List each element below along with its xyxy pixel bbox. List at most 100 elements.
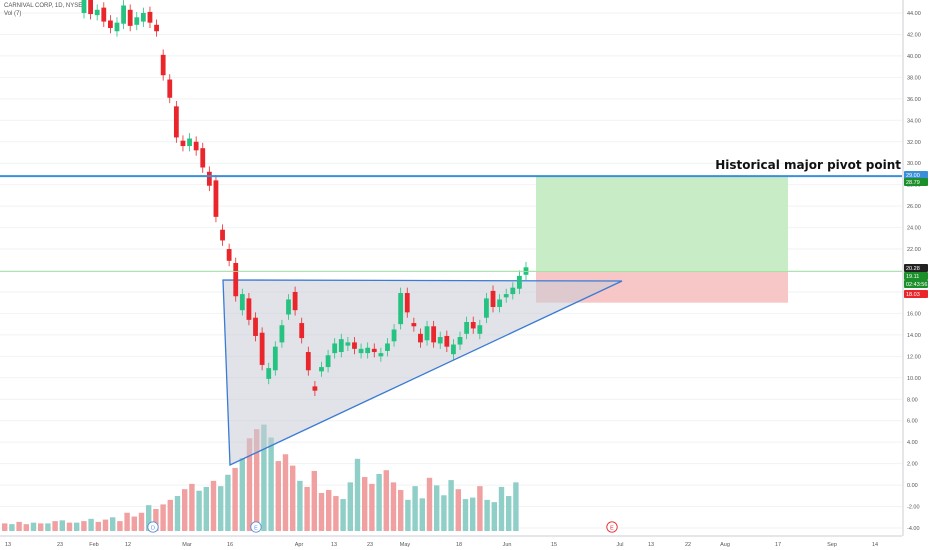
time-tick-label: 23 bbox=[367, 542, 373, 548]
candle-body bbox=[510, 287, 516, 295]
candle-body bbox=[325, 355, 331, 368]
volume-bar bbox=[74, 522, 80, 531]
volume-bar bbox=[484, 499, 490, 531]
time-tick-label: Feb bbox=[89, 542, 98, 548]
candle-body bbox=[279, 325, 285, 343]
volume-bar bbox=[383, 470, 389, 531]
candle-body bbox=[220, 229, 225, 241]
volume-bar bbox=[282, 454, 289, 531]
candle-body bbox=[154, 24, 159, 32]
price-badge-label: 28.79 bbox=[906, 180, 920, 186]
volume-bar bbox=[153, 508, 159, 531]
candle-body bbox=[424, 326, 430, 341]
volume-bar bbox=[16, 521, 22, 531]
time-tick-label: 13 bbox=[648, 542, 654, 548]
candle-body bbox=[81, 0, 87, 13]
volume-bar bbox=[491, 502, 497, 531]
candle-body bbox=[299, 323, 305, 339]
candle-body bbox=[411, 323, 417, 327]
time-tick-label: 15 bbox=[551, 542, 557, 548]
candle-body bbox=[226, 249, 232, 261]
volume-bar bbox=[23, 524, 29, 531]
candle-body bbox=[107, 20, 113, 29]
candle-body bbox=[477, 325, 483, 334]
volume-bar bbox=[167, 499, 173, 531]
time-tick-label: 12 bbox=[125, 542, 131, 548]
volume-bar bbox=[210, 480, 217, 531]
candle-body bbox=[193, 141, 199, 151]
candle-body bbox=[338, 339, 344, 353]
volume-bar bbox=[340, 499, 346, 531]
volume-bar bbox=[369, 483, 375, 531]
candle-body bbox=[160, 54, 166, 76]
candle-body bbox=[140, 13, 146, 22]
candle-body bbox=[272, 346, 278, 371]
volume-bar bbox=[419, 498, 425, 531]
candle-body bbox=[246, 298, 252, 320]
price-badge-label: 02:43:56 bbox=[906, 282, 927, 288]
price-tick-label: 4.00 bbox=[907, 440, 918, 446]
volume-bar bbox=[462, 499, 469, 531]
price-tick-label: 10.00 bbox=[907, 376, 921, 382]
candle-body bbox=[286, 299, 291, 315]
event-marker bbox=[250, 521, 262, 533]
volume-bar bbox=[261, 424, 267, 531]
candle-body bbox=[167, 79, 173, 98]
time-tick-label: 23 bbox=[57, 542, 63, 548]
time-tick-label: 13 bbox=[331, 542, 337, 548]
volume-bar bbox=[160, 504, 166, 531]
volume-bar bbox=[9, 524, 15, 531]
time-axis[interactable]: 13 23 Feb 12 Mar 16 Apr 13 23 May 18 Jun 15 Jul 13 22 Au… bbox=[0, 535, 902, 548]
candle-body bbox=[147, 11, 153, 23]
price-tick-label: 16.00 bbox=[907, 311, 921, 317]
price-tick-label: 32.00 bbox=[907, 140, 921, 146]
candle-body bbox=[239, 294, 245, 311]
candle-body bbox=[180, 140, 186, 147]
candle-body bbox=[200, 148, 206, 168]
candle-body bbox=[484, 298, 489, 318]
price-tick-label: 22.00 bbox=[907, 247, 921, 253]
price-tick-label: 12.00 bbox=[907, 354, 921, 360]
price-badge-countdown bbox=[904, 280, 928, 288]
volume-bar bbox=[318, 493, 325, 531]
candle-body bbox=[358, 348, 364, 354]
candle-body bbox=[444, 335, 450, 347]
candle-body bbox=[437, 337, 443, 344]
volume-bar bbox=[124, 512, 130, 531]
volume-bar bbox=[66, 522, 73, 531]
candle-body bbox=[418, 333, 423, 343]
volume-bar bbox=[304, 486, 310, 531]
price-axis[interactable]: 44.00 42.00 40.00 38.00 36.00 34.00 32.00 30.00… bbox=[902, 0, 928, 536]
volume-bar bbox=[297, 480, 303, 531]
time-tick-label: 18 bbox=[456, 542, 462, 548]
volume-bar bbox=[110, 517, 116, 531]
volume-bar bbox=[38, 523, 44, 531]
price-tick-label: 30.00 bbox=[907, 161, 921, 167]
horizontal-levels[interactable] bbox=[0, 175, 902, 272]
volume-bar bbox=[146, 505, 152, 531]
candle-body bbox=[134, 17, 140, 25]
volume-bar bbox=[174, 496, 181, 531]
time-tick-label: 17 bbox=[775, 542, 781, 548]
volume-bar bbox=[52, 521, 58, 531]
time-tick-label: 22 bbox=[685, 542, 691, 548]
candle-body bbox=[451, 344, 456, 355]
ascending-triangle-drawing[interactable] bbox=[222, 279, 623, 467]
candle-body bbox=[253, 317, 258, 336]
candle-body bbox=[404, 293, 410, 313]
price-badge-label: 20.28 bbox=[906, 266, 920, 272]
candle-body bbox=[187, 138, 192, 147]
candle-body bbox=[266, 368, 272, 379]
volume-bar bbox=[95, 521, 101, 531]
candle-body bbox=[345, 342, 351, 346]
volume-bar bbox=[203, 486, 209, 531]
candle-body bbox=[371, 348, 377, 353]
volume-bars bbox=[2, 424, 519, 531]
candle-body bbox=[431, 326, 437, 343]
time-tick-label: Sep bbox=[827, 542, 837, 548]
volume-bar bbox=[196, 490, 202, 531]
price-candles bbox=[81, 0, 529, 397]
price-tick-label: 38.00 bbox=[907, 75, 921, 81]
